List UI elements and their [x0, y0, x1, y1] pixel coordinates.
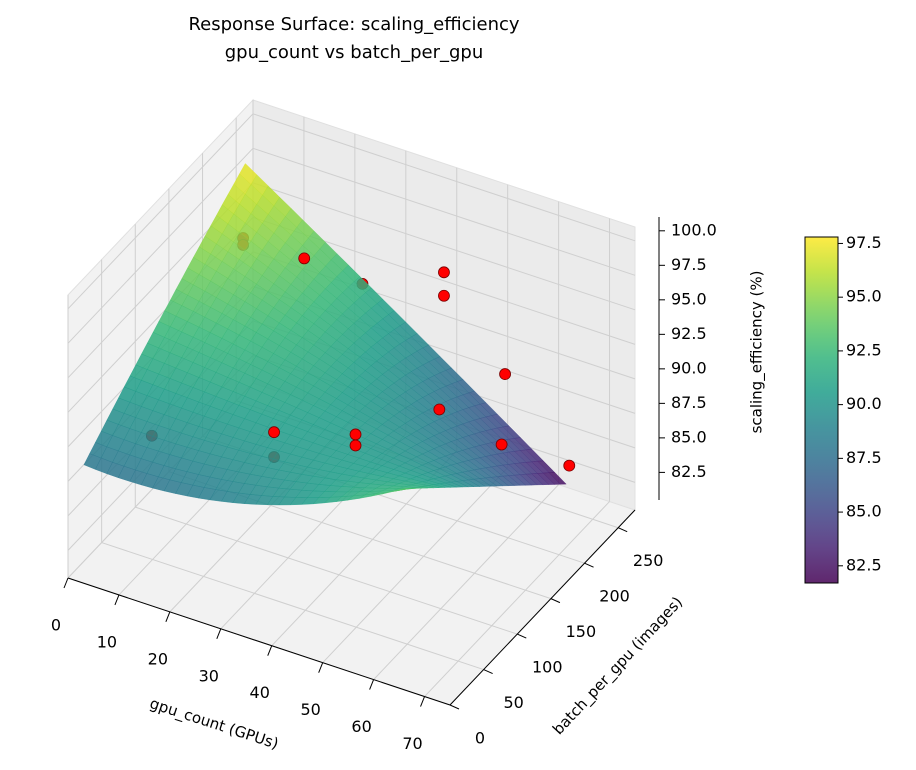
grid-line	[252, 113, 636, 242]
y-axis-label: batch_per_gpu (images)	[549, 593, 687, 739]
z-tick-label: 100.0	[671, 220, 717, 239]
x-tick	[318, 662, 324, 673]
x-tick	[165, 611, 171, 623]
x-tick-label: 50	[300, 700, 320, 719]
colorbar-tick-label: 92.5	[846, 340, 882, 359]
data-point	[563, 459, 576, 472]
z-tick-label: 92.5	[671, 324, 707, 343]
grid-line	[424, 501, 610, 697]
x-tick	[216, 628, 222, 639]
z-tick-label: 95.0	[671, 289, 707, 308]
grid-line	[252, 182, 636, 311]
data-point	[499, 368, 511, 380]
x-tick	[369, 679, 375, 690]
y-axis-line	[449, 509, 636, 706]
data-point	[438, 266, 450, 279]
chart-title: Response Surface: scaling_efficiency	[188, 14, 519, 35]
colorbar-tick-label: 90.0	[846, 394, 882, 413]
y-tick-label: 100	[532, 658, 563, 677]
z-tick-label: 97.5	[671, 255, 707, 274]
grid-line	[67, 113, 254, 310]
x-tick	[267, 645, 273, 656]
grid-line	[135, 506, 518, 635]
x-tick	[114, 594, 120, 606]
data-point	[298, 252, 311, 265]
x-axis-line	[67, 577, 451, 706]
x-tick-label: 0	[51, 616, 61, 635]
x-tick-label: 70	[402, 734, 422, 753]
data-point	[438, 289, 450, 302]
colorbar-gradient	[804, 236, 839, 584]
data-point	[268, 426, 280, 439]
visible-points	[268, 252, 576, 472]
y-tick	[449, 704, 460, 710]
y-tick-label: 150	[566, 622, 597, 641]
grid-line	[101, 542, 484, 671]
x-axis-label: gpu_count (GPUs)	[147, 694, 281, 754]
y-tick	[584, 562, 594, 568]
y-tick-label: 250	[633, 551, 664, 570]
y-tick-label: 0	[475, 729, 485, 748]
y-tick-label: 200	[599, 587, 630, 606]
grid-line	[373, 484, 559, 680]
surface-patch	[393, 488, 411, 492]
colorbar-tick-label: 82.5	[846, 555, 882, 574]
x-tick	[63, 577, 69, 589]
data-point	[495, 438, 508, 451]
z-tick-label: 82.5	[671, 462, 707, 481]
data-point	[433, 403, 446, 416]
z-axis-label: scaling_efficiency (%)	[748, 271, 767, 434]
x-tick-label: 40	[250, 683, 270, 702]
y-tick	[550, 598, 561, 604]
y-tick	[517, 633, 527, 639]
y-tick	[617, 527, 628, 533]
x-tick-label: 10	[97, 632, 117, 651]
x-tick-label: 60	[351, 717, 371, 736]
x-tick-label: 30	[199, 666, 219, 685]
data-point	[349, 439, 362, 452]
colorbar-tick-label: 95.0	[846, 287, 882, 306]
grid-line	[322, 467, 509, 664]
z-tick-label: 85.0	[671, 427, 707, 446]
surface	[83, 163, 567, 506]
colorbar-tick-label: 97.5	[846, 233, 882, 252]
y-tick	[483, 669, 493, 675]
colorbar-tick-label: 87.5	[846, 448, 882, 467]
grid-line	[67, 147, 254, 344]
z-tick-label: 90.0	[671, 358, 707, 377]
colorbar-tick-label: 85.0	[846, 502, 882, 521]
y-tick-label: 50	[503, 693, 523, 712]
z-tick-label: 87.5	[671, 393, 707, 412]
data-point	[349, 428, 362, 441]
grid-line	[252, 147, 636, 276]
colorbar: 82.5 85.0 87.5 90.0 92.5 95.0 97.5	[804, 233, 882, 584]
x-tick	[420, 696, 425, 707]
chart-subtitle: gpu_count vs batch_per_gpu	[225, 42, 484, 63]
x-tick-label: 20	[148, 649, 168, 668]
